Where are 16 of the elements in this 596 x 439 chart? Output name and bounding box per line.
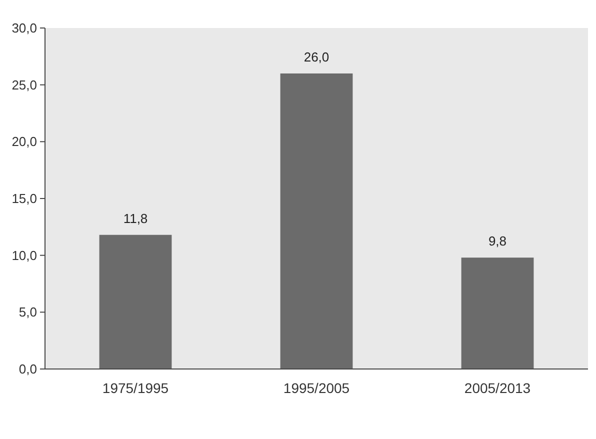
y-tick-label: 15,0 [12, 191, 37, 206]
x-tick-label: 1975/1995 [102, 380, 169, 396]
x-tick-label: 2005/2013 [464, 380, 531, 396]
data-label: 26,0 [304, 49, 330, 64]
y-tick-label: 5,0 [18, 304, 37, 320]
x-tick-label: 1995/2005 [283, 380, 350, 396]
y-tick-label: 25,0 [12, 77, 37, 92]
y-tick-label: 30,0 [12, 20, 37, 36]
data-label: 9,8 [488, 234, 507, 249]
bar [99, 234, 172, 369]
y-tick-label: 20,0 [12, 134, 37, 150]
y-tick-label: 10,0 [12, 248, 37, 263]
y-tick-label: 0,0 [18, 362, 37, 377]
bar [461, 258, 534, 369]
data-label: 11,8 [123, 210, 148, 226]
bar [280, 73, 353, 369]
